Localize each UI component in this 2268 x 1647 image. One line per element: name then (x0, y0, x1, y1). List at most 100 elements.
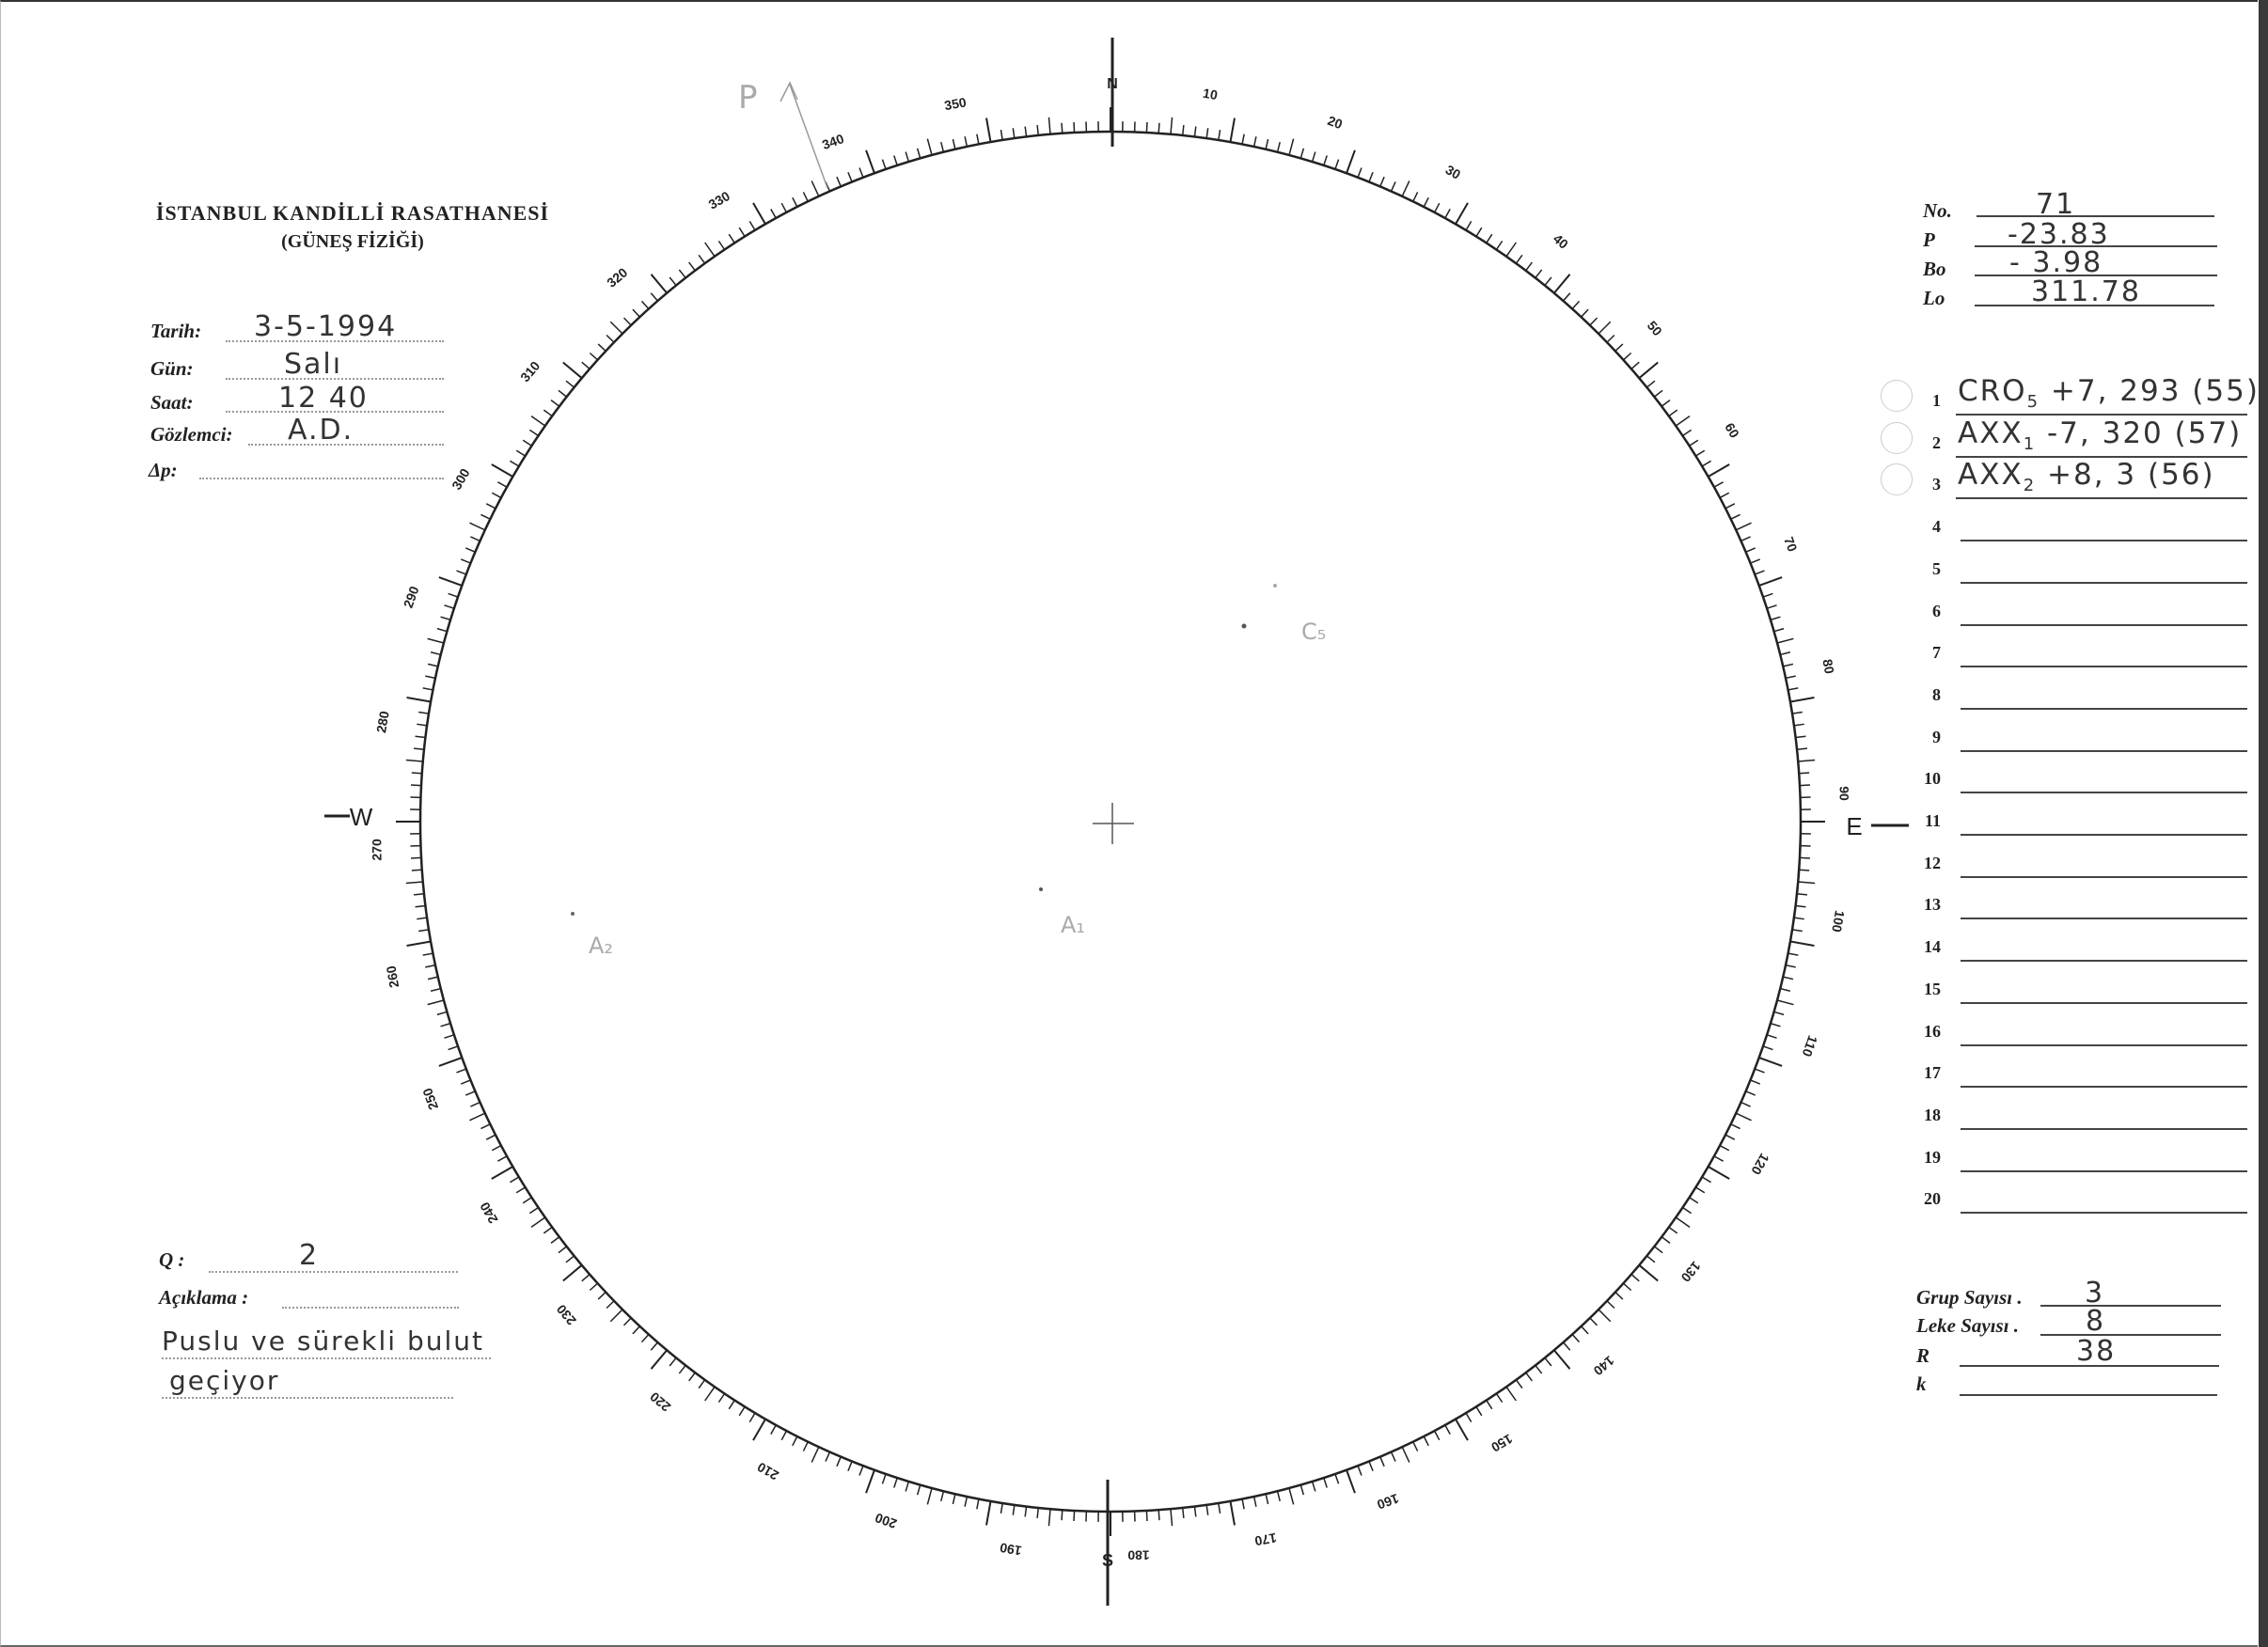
degree-tick (1788, 952, 1799, 956)
p-value[interactable]: -23.83 (2008, 218, 2110, 251)
degree-tick (1589, 1317, 1599, 1326)
leke-sayisi-value[interactable]: 8 (2086, 1305, 2106, 1338)
degree-tick (405, 759, 423, 762)
degree-tick (1323, 1477, 1328, 1488)
degree-tick (1444, 209, 1451, 219)
degree-tick (926, 138, 933, 156)
bo-value[interactable]: - 3.98 (2009, 246, 2103, 279)
degree-label: 330 (706, 188, 732, 212)
degree-tick (1444, 1424, 1451, 1435)
group-row-number: 11 (1924, 811, 1941, 830)
degree-tick (1638, 1264, 1659, 1282)
degree-tick (411, 772, 422, 775)
degree-tick (1668, 1226, 1678, 1234)
degree-tick (1241, 133, 1245, 145)
q-value[interactable]: 2 (299, 1239, 320, 1272)
degree-tick (1780, 651, 1791, 656)
degree-tick (436, 627, 448, 633)
group-status-circle[interactable] (1881, 463, 1913, 496)
gun-value[interactable]: Salı (284, 348, 343, 381)
scan-edge (2259, 0, 2268, 1647)
degree-tick (1762, 1045, 1773, 1051)
degree-tick (1795, 904, 1806, 908)
saat-value[interactable]: 12 40 (278, 382, 369, 415)
degree-tick (1218, 130, 1221, 141)
degree-tick (427, 999, 445, 1006)
grup-sayisi-value[interactable]: 3 (2085, 1277, 2105, 1310)
degree-tick (1740, 1101, 1751, 1107)
degree-tick (456, 570, 467, 575)
degree-tick (1668, 409, 1678, 417)
group-entry[interactable]: AXX1 -7, 320 (57) (1958, 416, 2242, 454)
degree-tick (770, 1424, 777, 1435)
degree-tick (847, 1461, 853, 1472)
degree-label: 120 (1748, 1151, 1772, 1177)
group-entry[interactable]: AXX2 +8, 3 (56) (1958, 458, 2215, 495)
degree-tick (632, 308, 640, 318)
group-row-number: 1 (1932, 391, 1941, 410)
degree-tick (1661, 400, 1671, 407)
degree-tick (1158, 122, 1160, 133)
r-value[interactable]: 38 (2076, 1335, 2117, 1368)
degree-tick (1193, 1506, 1197, 1517)
degree-tick (640, 1333, 650, 1343)
west-label: W (350, 803, 373, 831)
degree-tick (480, 513, 491, 520)
degree-tick (422, 952, 433, 956)
degree-tick (738, 227, 746, 237)
degree-tick (698, 254, 706, 264)
degree-tick (414, 747, 425, 751)
degree-tick (1241, 1498, 1245, 1510)
degree-label: 260 (383, 965, 402, 989)
degree-label: 90 (1837, 786, 1852, 801)
degree-tick (1465, 221, 1473, 231)
degree-tick (688, 261, 696, 272)
degree-tick (1036, 1507, 1040, 1518)
aciklama-line-1[interactable]: Puslu ve sürekli bulut (162, 1325, 485, 1357)
degree-tick (1036, 125, 1040, 136)
degree-tick (1455, 1419, 1469, 1441)
degree-tick (811, 1446, 820, 1463)
degree-tick (1675, 416, 1691, 427)
degree-label: 270 (369, 839, 384, 861)
degree-tick (469, 1112, 486, 1122)
degree-tick (530, 1216, 546, 1228)
group-row-number: 9 (1932, 727, 1941, 746)
degree-tick (1719, 492, 1730, 499)
degree-tick (606, 334, 615, 343)
tarih-value[interactable]: 3-5-1994 (254, 310, 398, 343)
degree-tick (1229, 118, 1236, 143)
degree-tick (411, 869, 422, 871)
gozlemci-value[interactable]: A.D. (288, 414, 354, 447)
group-entry[interactable]: CRO5 +7, 293 (55) (1958, 374, 2260, 412)
degree-label: 40 (1551, 231, 1571, 252)
south-label: S (1102, 1551, 1113, 1570)
degree-tick (1682, 1206, 1693, 1215)
degree-tick (427, 663, 438, 667)
no-value[interactable]: 71 (2036, 188, 2076, 221)
group-status-circle[interactable] (1881, 380, 1913, 412)
degree-tick (460, 558, 471, 564)
degree-tick (802, 192, 809, 202)
degree-tick (704, 1386, 716, 1402)
degree-tick (728, 1400, 735, 1410)
degree-tick (1695, 449, 1706, 457)
degree-tick (1193, 126, 1197, 137)
degree-tick (811, 180, 820, 197)
degree-tick (1390, 1451, 1396, 1462)
degree-tick (1455, 202, 1469, 225)
degree-tick (1412, 1441, 1419, 1451)
degree-tick (1535, 1364, 1543, 1374)
degree-tick (444, 604, 455, 609)
aciklama-line-2[interactable]: geçiyor (169, 1365, 280, 1396)
degree-tick (1423, 1435, 1429, 1447)
lo-value[interactable]: 311.78 (2031, 275, 2141, 308)
degree-tick (976, 1498, 980, 1510)
degree-tick (985, 1500, 992, 1526)
degree-tick (1311, 151, 1316, 163)
degree-tick (1433, 202, 1441, 213)
group-status-circle[interactable] (1881, 421, 1913, 454)
degree-tick (414, 892, 425, 896)
degree-tick (650, 274, 668, 294)
